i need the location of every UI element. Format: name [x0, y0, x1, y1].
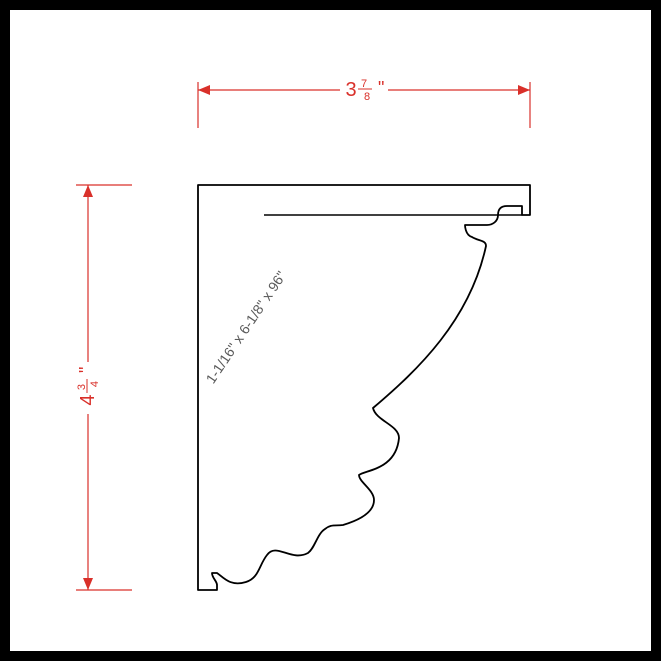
- width-label: 3 7 8 ": [340, 74, 388, 103]
- svg-text:3: 3: [345, 79, 356, 101]
- profile-dimensions-label: 1-1/16" x 6-1/8" x 96": [202, 268, 289, 386]
- svg-text:4: 4: [77, 394, 99, 405]
- width-numerator: 7: [361, 78, 367, 90]
- drawing-svg: 1-1/16" x 6-1/8" x 96" 3 7 8 ": [10, 10, 651, 651]
- profile-label-text: 1-1/16" x 6-1/8" x 96": [202, 268, 289, 386]
- molding-profile: [198, 185, 530, 590]
- height-unit: ": [76, 367, 96, 373]
- height-denominator: 4: [89, 381, 101, 387]
- diagram-canvas: 1-1/16" x 6-1/8" x 96" 3 7 8 ": [10, 10, 651, 651]
- height-whole: 4: [77, 394, 99, 405]
- svg-text:": ": [378, 78, 384, 98]
- svg-text:": ": [76, 367, 96, 373]
- width-denominator: 8: [364, 91, 370, 103]
- svg-text:3: 3: [76, 384, 88, 390]
- width-dimension: 3 7 8 ": [198, 74, 530, 128]
- width-whole: 3: [345, 79, 356, 101]
- svg-text:4: 4: [89, 381, 101, 387]
- height-numerator: 3: [76, 384, 88, 390]
- svg-text:8: 8: [364, 91, 370, 103]
- svg-text:7: 7: [361, 78, 367, 90]
- height-label: 4 3 4 ": [70, 362, 101, 414]
- height-dimension: 4 3 4 ": [70, 185, 132, 590]
- svg-text:1-1/16" x 6-1/8" x 96": 1-1/16" x 6-1/8" x 96": [202, 268, 289, 386]
- width-unit: ": [378, 78, 384, 98]
